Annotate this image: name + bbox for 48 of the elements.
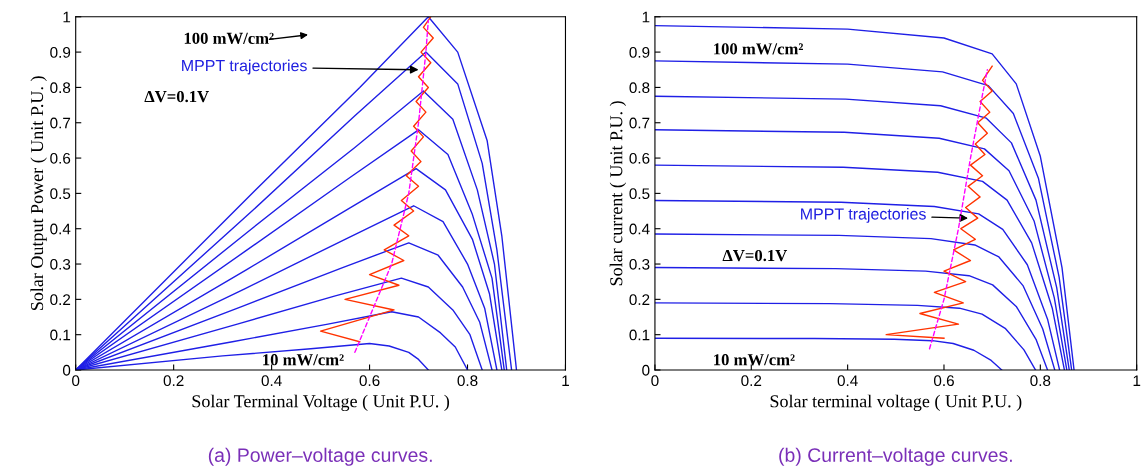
annotation: MPPT trajectories: [182, 59, 307, 75]
y-tick-label: 0.4: [50, 223, 71, 235]
y-tick-label: 0.3: [50, 258, 71, 270]
x-tick-label: 0: [651, 375, 659, 387]
x-tick-label: 0.6: [359, 375, 380, 387]
y-tick-label: 0.9: [629, 46, 650, 58]
y-tick-label: 0.7: [50, 117, 71, 129]
y-tick-label: 0.8: [50, 82, 71, 94]
x-tick-label: 0.6: [933, 375, 954, 387]
x-tick-label: 0.4: [837, 375, 858, 387]
annotation: 10 mW/cm²: [714, 354, 795, 366]
y-tick-label: 1: [63, 11, 71, 23]
y-tick-label: 0.1: [629, 329, 650, 341]
annotation: ΔV=0.1V: [722, 249, 788, 262]
y-tick-label: 1: [642, 11, 650, 23]
x-tick-label: 1: [562, 375, 569, 386]
annotation: 100 mW/cm²: [714, 43, 803, 55]
y-tick-label: 0.6: [50, 152, 71, 164]
y-tick-label: 0.2: [50, 294, 71, 306]
x-tick-label: 0.2: [163, 375, 184, 387]
y-tick-label: 0.2: [629, 294, 650, 306]
annotation: 10 mW/cm²: [263, 354, 344, 366]
y-tick-label: 0: [62, 364, 71, 376]
y-tick-label: 0.8: [629, 82, 650, 94]
y-tick-label: 0.5: [50, 188, 71, 200]
annotation: 100 mW/cm²: [184, 32, 274, 44]
y-tick-label: 0.7: [629, 117, 650, 129]
x-axis-title: Solar Terminal Voltage ( Unit P.U. ): [192, 394, 450, 412]
annotation: ΔV=0.1V: [144, 90, 209, 103]
x-tick-label: 0.2: [741, 375, 762, 387]
y-tick-label: 0.6: [629, 152, 650, 164]
x-tick-label: 0.8: [457, 375, 478, 387]
y-tick-label: 0: [642, 364, 650, 376]
y-tick-label: 0.1: [50, 329, 71, 341]
y-axis-title: Solar current ( Unit P.U. ): [609, 101, 627, 286]
text: (b) Current–voltage curves.: [779, 447, 1012, 466]
y-tick-label: 0.3: [629, 258, 650, 270]
x-tick-label: 0: [72, 375, 80, 387]
y-tick-label: 0.4: [629, 223, 650, 235]
y-tick-label: 0.9: [50, 46, 71, 58]
x-axis-title: Solar terminal voltage ( Unit P.U. ): [770, 394, 1022, 412]
y-axis-title: Solar Output Power ( Unit P.U. ): [30, 76, 47, 311]
x-tick-label: 0.4: [261, 375, 282, 387]
annotation: MPPT trajectories: [801, 207, 926, 223]
x-tick-label: 1: [1133, 375, 1141, 386]
y-tick-label: 0.5: [629, 188, 650, 200]
text: (a) Power–voltage curves.: [208, 447, 432, 466]
x-tick-label: 0.8: [1030, 375, 1051, 387]
